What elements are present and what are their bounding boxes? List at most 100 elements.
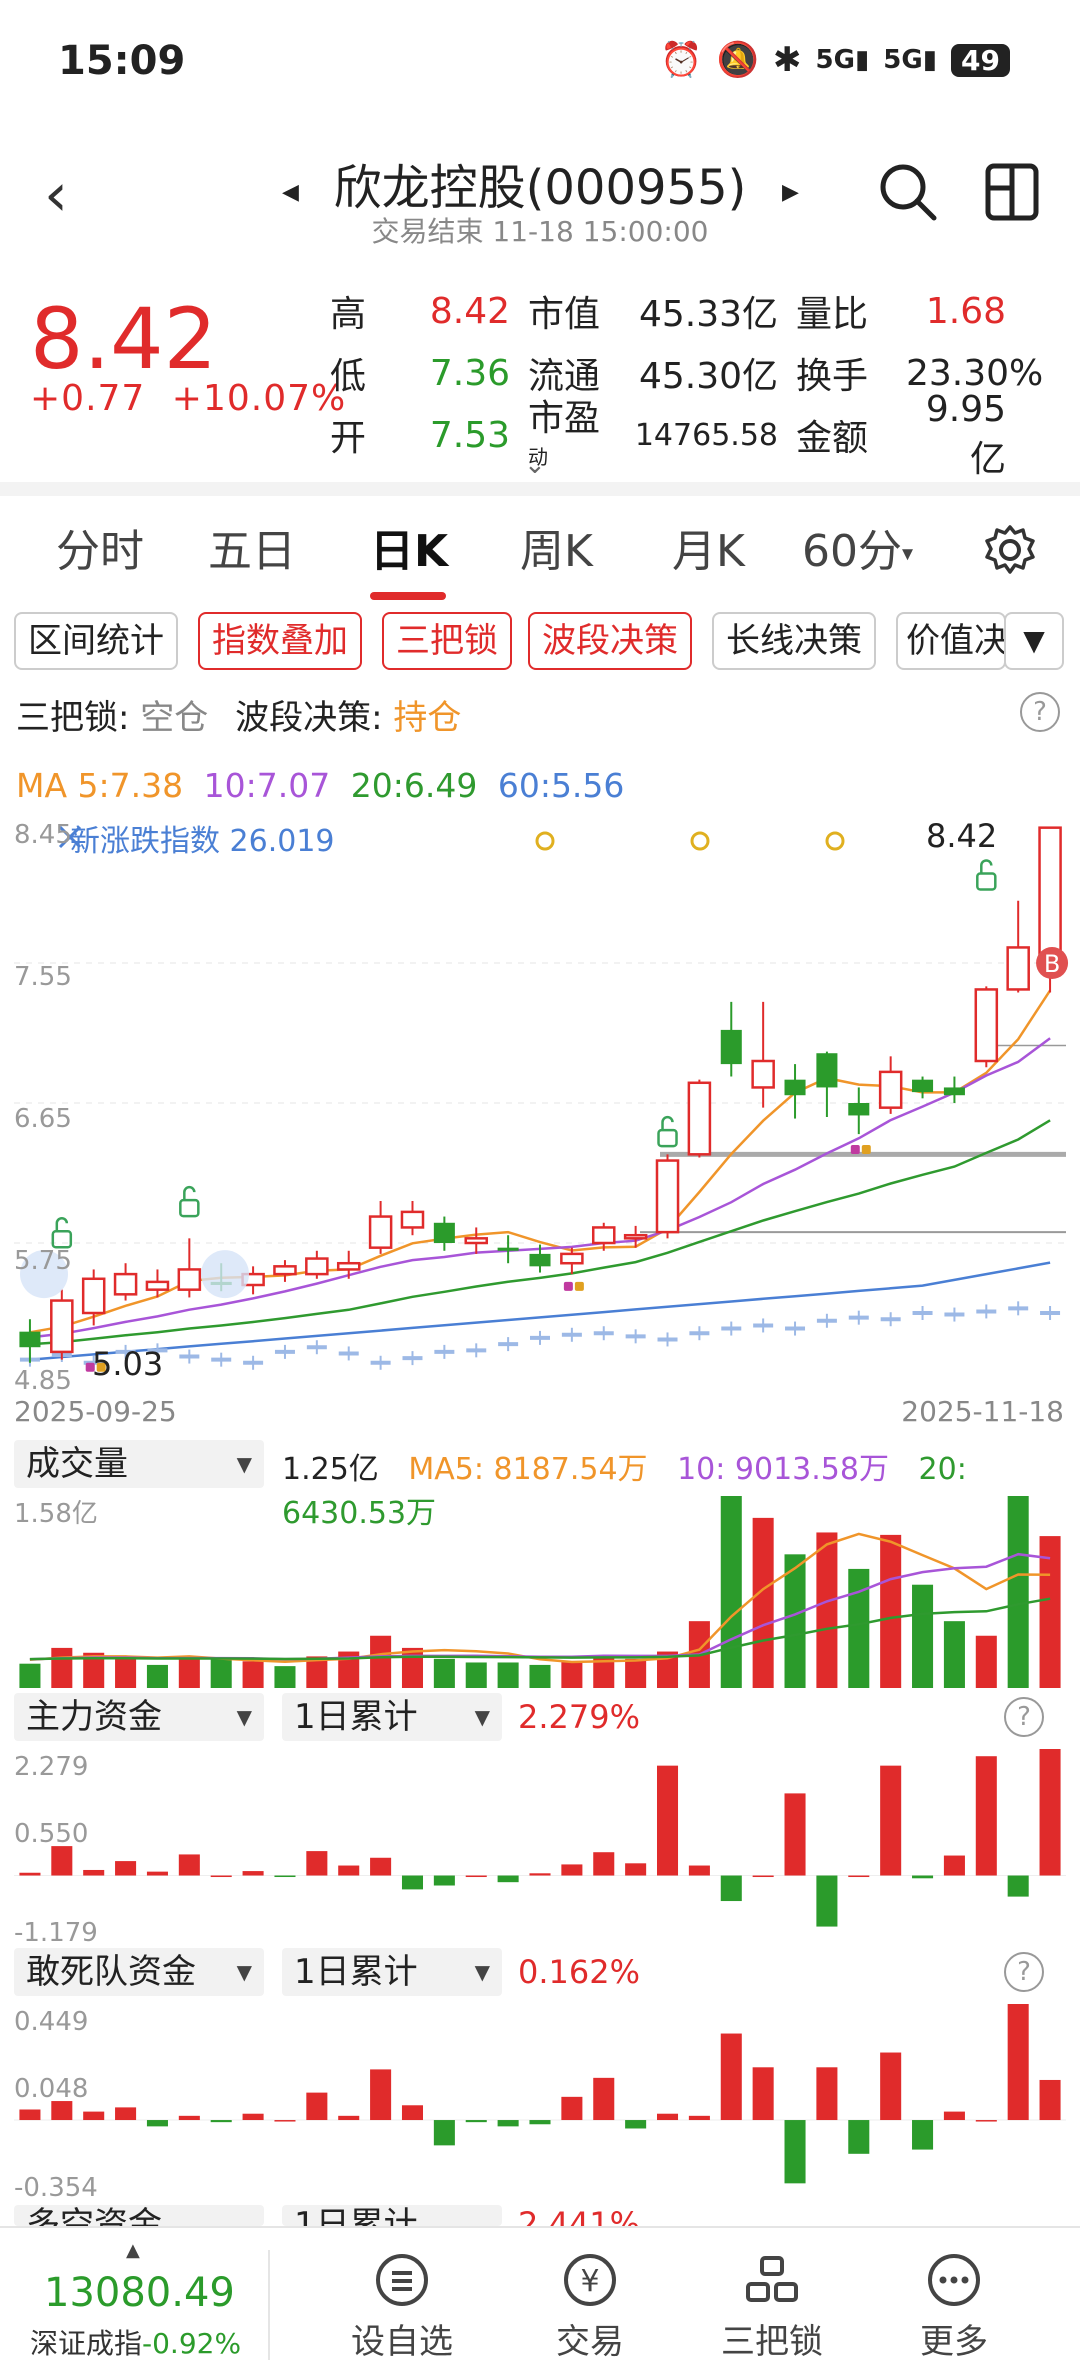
nav-three-locks[interactable]: 三把锁 xyxy=(702,2252,842,2363)
candle-body xyxy=(943,1087,965,1096)
main-fund-value: 2.279% xyxy=(518,1698,641,1736)
chip-index-overlay[interactable]: 指数叠加 xyxy=(198,612,362,670)
kline-chart[interactable]: B 8.45 7.55 6.65 5.75 4.85 新涨跌指数 26.019 … xyxy=(0,815,1080,1395)
help-icon[interactable]: ? xyxy=(1004,1952,1044,1992)
svg-text:¥: ¥ xyxy=(580,2264,599,2299)
gear-icon[interactable] xyxy=(982,522,1038,578)
volume-bar xyxy=(210,1658,232,1688)
main-fund-period[interactable]: 1日累计 ▼ xyxy=(282,1693,502,1741)
y-label-3: 6.65 xyxy=(14,1104,72,1134)
tab-60min[interactable]: 60分▾ xyxy=(802,515,913,579)
volume-bar xyxy=(370,1635,392,1688)
flow-bar xyxy=(593,1852,615,1876)
quote-row: 低 7.36 流通 45.30亿 换手 23.30% xyxy=(330,342,1070,404)
volume-ratio-value: 1.68 xyxy=(925,290,1006,332)
candle-body xyxy=(878,1070,903,1109)
signal-icon: 5G▮ xyxy=(815,45,870,75)
buy-marker xyxy=(1036,947,1069,979)
panel-icon[interactable] xyxy=(982,160,1042,224)
date-start: 2025-09-25 xyxy=(14,1395,177,1428)
volume-y-top: 1.58亿 xyxy=(14,1499,98,1529)
main-fund-bars xyxy=(14,1749,1066,1927)
chip-long-decision[interactable]: 长线决策 xyxy=(712,612,876,670)
chip-three-locks[interactable]: 三把锁 xyxy=(382,612,512,670)
volume-bar xyxy=(401,1647,424,1688)
back-icon[interactable]: ‹ xyxy=(44,160,68,230)
volume-ma-lines xyxy=(29,1532,1051,1664)
help-icon[interactable]: ? xyxy=(1004,1697,1044,1737)
next-stock-icon[interactable]: ▶ xyxy=(782,180,799,205)
kline-marks: B xyxy=(20,825,1069,1372)
date-end: 2025-11-18 xyxy=(901,1395,1064,1428)
index-name: 深证成指 xyxy=(30,2327,143,2360)
ma60-line xyxy=(29,1261,1051,1361)
tab-monthly-k[interactable]: 月K xyxy=(672,526,745,577)
flow-bar xyxy=(943,2111,965,2121)
candle-body xyxy=(784,1079,806,1096)
index-value[interactable]: 13080.49 xyxy=(44,2270,235,2316)
flow-bar xyxy=(561,2096,583,2121)
flow-bar xyxy=(720,2033,742,2121)
yen-icon: ¥ xyxy=(564,2254,616,2306)
tab-five-day[interactable]: 五日 xyxy=(208,526,296,577)
prev-stock-icon[interactable]: ◀ xyxy=(282,180,299,205)
flow-bar xyxy=(306,2092,328,2121)
chip-value-decision[interactable]: 价值决 xyxy=(896,612,1006,670)
flow-bar xyxy=(115,2107,137,2121)
three-locks-label: 三把锁: xyxy=(16,698,130,738)
dare-fund-period[interactable]: 1日累计 ▼ xyxy=(282,1948,502,1996)
help-icon[interactable]: ? xyxy=(1020,692,1060,732)
chevron-down-icon: ▼ xyxy=(474,1960,490,1984)
flow-bar xyxy=(688,1865,710,1876)
lock-icon xyxy=(861,1145,871,1154)
market-cap-label: 市值 xyxy=(528,294,601,335)
search-icon[interactable] xyxy=(876,160,940,224)
chevron-down-icon: ▼ xyxy=(236,1960,252,1984)
tab-weekly-k[interactable]: 周K xyxy=(520,526,593,577)
flow-bar xyxy=(210,1875,232,1878)
candle-body xyxy=(974,988,999,1063)
flow-bar xyxy=(401,1875,424,1890)
flow-bar xyxy=(561,1864,583,1876)
alarm-icon: ⏰ xyxy=(660,40,703,80)
nav-trade[interactable]: ¥ 交易 xyxy=(520,2252,660,2363)
amount-label: 金额 xyxy=(796,418,869,459)
main-fund-y-top: 2.279 xyxy=(14,1752,88,1782)
open-value: 7.53 xyxy=(429,414,510,456)
flow-bar xyxy=(625,1863,647,1876)
long-short-fund-period[interactable]: 1日累计 xyxy=(282,2205,502,2226)
volume-chart[interactable]: 1.58亿 xyxy=(0,1492,1080,1688)
main-fund-selector[interactable]: 主力资金 ▼ xyxy=(14,1693,264,1741)
chip-wave-decision[interactable]: 波段决策 xyxy=(528,612,692,670)
flow-bar xyxy=(465,1875,487,1878)
dare-fund-y-mid: 0.048 xyxy=(14,2074,88,2104)
flow-bar xyxy=(688,2115,710,2121)
wave-label: 波段决策: xyxy=(235,698,383,738)
candle-body xyxy=(816,1053,838,1088)
nav-more[interactable]: 更多 xyxy=(884,2252,1024,2363)
flow-bar xyxy=(720,1875,742,1902)
flow-bar xyxy=(433,1875,455,1886)
nav-label: 设自选 xyxy=(351,2322,453,2362)
chip-more-icon[interactable]: ▼ xyxy=(1004,612,1064,670)
volume-bar xyxy=(19,1663,41,1688)
dare-fund-selector[interactable]: 敢死队资金 ▼ xyxy=(14,1948,264,1996)
trade-status: 交易结束 11-18 15:00:00 xyxy=(371,215,709,248)
long-short-fund-selector[interactable]: 多空资金 xyxy=(14,2205,264,2226)
candle-body xyxy=(720,1029,742,1065)
volume-selector[interactable]: 成交量 ▼ xyxy=(14,1440,264,1488)
low-label: 低 xyxy=(330,356,367,397)
expand-up-icon[interactable]: ▲ xyxy=(126,2240,140,2261)
flow-bar xyxy=(242,1871,264,1876)
flow-bar xyxy=(146,2120,168,2127)
expand-icon[interactable]: ⌄ xyxy=(524,450,546,480)
tab-minute[interactable]: 分时 xyxy=(56,526,144,577)
chip-range-stats[interactable]: 区间统计 xyxy=(14,612,178,670)
main-fund-chart[interactable]: 2.279 0.550 -1.179 xyxy=(0,1745,1080,1945)
nav-add-watchlist[interactable]: 设自选 xyxy=(332,2252,472,2363)
tab-daily-k[interactable]: 日K xyxy=(370,526,449,577)
dare-fund-period-label: 1日累计 xyxy=(294,1952,418,1992)
ma10-label: 10:7.07 xyxy=(203,766,331,805)
main-fund-period-label: 1日累计 xyxy=(294,1697,418,1737)
dare-fund-chart[interactable]: 0.449 0.048 -0.354 xyxy=(0,2000,1080,2200)
